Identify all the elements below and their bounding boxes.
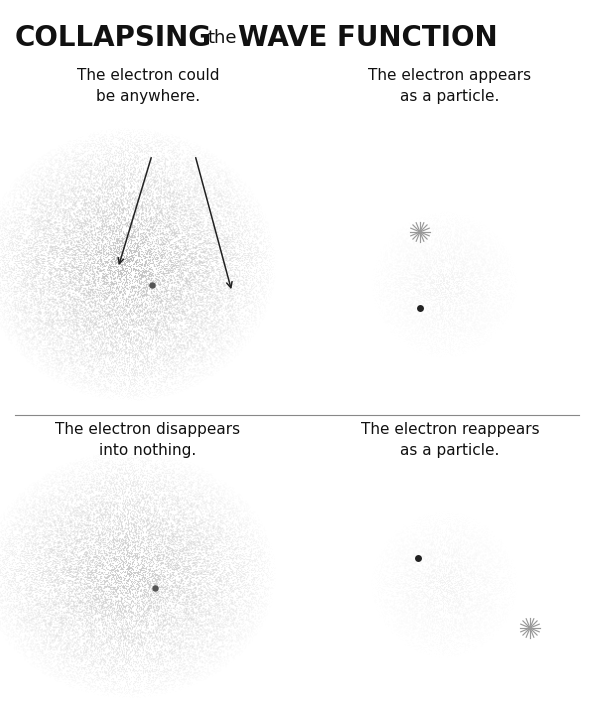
Point — [413, 552, 423, 563]
Text: The electron could
be anywhere.: The electron could be anywhere. — [77, 68, 219, 104]
Point — [150, 583, 160, 594]
Text: The electron appears
as a particle.: The electron appears as a particle. — [368, 68, 532, 104]
Text: COLLAPSING: COLLAPSING — [15, 24, 212, 52]
Text: the: the — [207, 29, 236, 47]
Point — [147, 279, 157, 291]
Text: WAVE FUNCTION: WAVE FUNCTION — [238, 24, 498, 52]
Text: The electron reappears
as a particle.: The electron reappears as a particle. — [361, 422, 539, 458]
Text: The electron disappears
into nothing.: The electron disappears into nothing. — [55, 422, 241, 458]
Point — [415, 303, 425, 314]
